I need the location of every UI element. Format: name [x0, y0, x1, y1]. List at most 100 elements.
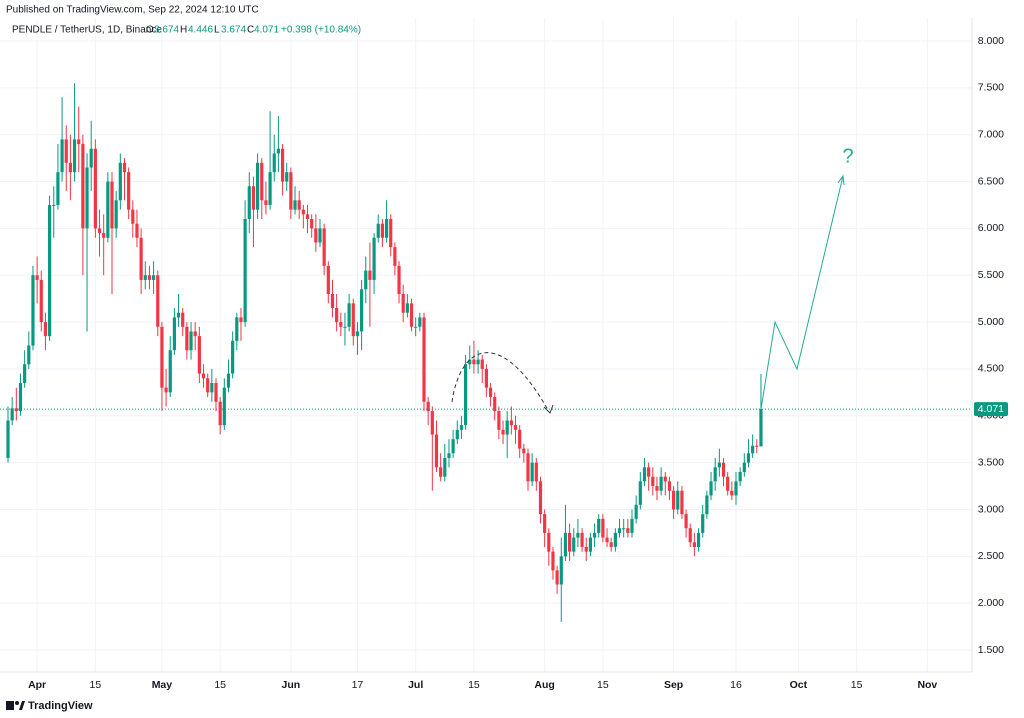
- candle-body: [568, 532, 572, 552]
- candle-body: [285, 172, 289, 182]
- candle-body: [56, 172, 60, 205]
- candle-body: [692, 542, 696, 547]
- candle-body: [351, 303, 355, 337]
- candle-body: [759, 409, 763, 447]
- grid: [0, 18, 972, 672]
- x-tick-label: 15: [214, 679, 226, 691]
- candle-body: [23, 364, 27, 383]
- candle-body: [106, 181, 110, 238]
- candle-body: [509, 420, 513, 426]
- candle-body: [530, 462, 534, 482]
- candle-body: [310, 219, 314, 229]
- candle-body: [247, 186, 251, 220]
- candle-body: [360, 289, 364, 332]
- candle-body: [705, 495, 709, 515]
- candle-body: [31, 275, 35, 346]
- ohlc-low: 3.674: [221, 25, 246, 36]
- candle-body: [193, 331, 197, 337]
- x-tick-label: 16: [730, 679, 742, 691]
- candle-body: [505, 420, 509, 435]
- y-tick-label: 5.000: [978, 316, 1004, 328]
- candle-body: [231, 340, 235, 374]
- candle-body: [268, 172, 272, 205]
- candle-body: [405, 303, 409, 313]
- candle-body: [563, 532, 568, 557]
- candle-body: [701, 514, 705, 533]
- candle-body: [164, 387, 168, 393]
- annotation: ?: [842, 145, 853, 167]
- candle-body: [280, 148, 285, 182]
- candle-body: [655, 486, 659, 491]
- candle-body: [543, 514, 547, 533]
- candle-body: [605, 537, 609, 543]
- last-price-box: [974, 402, 1008, 417]
- candle-body: [696, 532, 701, 547]
- candle-body: [226, 373, 231, 388]
- candle-body: [518, 429, 522, 449]
- candle-body: [330, 293, 335, 309]
- candle-body: [314, 228, 318, 243]
- candle-body: [272, 153, 276, 173]
- ohlc-high: 4.446: [188, 25, 213, 36]
- candle-body: [526, 453, 530, 482]
- candle-body: [97, 228, 102, 234]
- candle-body: [597, 518, 601, 533]
- y-tick-label: 5.500: [978, 269, 1004, 281]
- candle-body: [376, 223, 380, 238]
- y-tick-label: 8.000: [978, 35, 1004, 47]
- candle-body: [684, 514, 688, 529]
- candle-body: [81, 144, 85, 229]
- candle-body: [222, 387, 226, 426]
- candle-body: [384, 219, 389, 238]
- candle-body: [210, 382, 214, 393]
- candle-body: [738, 472, 742, 482]
- candle-body: [572, 537, 576, 552]
- candle-body: [27, 345, 31, 365]
- x-tick-label: May: [152, 679, 173, 691]
- candle-body: [297, 200, 301, 210]
- candle-body: [318, 228, 322, 243]
- candle-body: [322, 228, 326, 266]
- candle-body: [488, 387, 493, 398]
- candle-body: [10, 408, 14, 421]
- candle-body: [755, 445, 759, 447]
- x-tick-label: 15: [851, 679, 863, 691]
- y-tick-label: 7.000: [978, 128, 1004, 140]
- candle-body: [584, 546, 588, 552]
- candle-body: [501, 429, 505, 435]
- candle-body: [680, 490, 684, 515]
- candle-body: [110, 181, 114, 229]
- candle-body: [709, 481, 713, 496]
- candle-body: [634, 504, 638, 519]
- candle-body: [726, 476, 730, 491]
- projection-arrowhead: [837, 174, 845, 186]
- candle-body: [172, 317, 176, 351]
- projection-arc: [451, 352, 549, 411]
- candle-body: [651, 476, 655, 487]
- candle-body: [264, 200, 268, 205]
- candle-body: [746, 453, 751, 463]
- candle-body: [251, 186, 256, 210]
- y-tick-label: 2.500: [978, 550, 1004, 562]
- candle-body: [160, 326, 164, 388]
- candle-body: [667, 481, 672, 491]
- candle-body: [60, 139, 64, 173]
- y-tick-label: 3.500: [978, 456, 1004, 468]
- candle-body: [127, 172, 131, 210]
- candle-body: [426, 401, 430, 412]
- candle-body: [152, 275, 156, 280]
- last-price-label: 4.071: [978, 403, 1004, 415]
- candle-body: [459, 425, 464, 430]
- candle-body: [214, 382, 218, 402]
- candle-body: [659, 476, 663, 491]
- candle-body: [114, 200, 118, 229]
- candle-body: [326, 265, 330, 294]
- candle-body: [734, 481, 738, 496]
- candle-body: [613, 532, 617, 547]
- candle-body: [430, 411, 434, 435]
- candle-body: [559, 556, 563, 585]
- x-tick-label: 15: [597, 679, 609, 691]
- x-tick-label: Jun: [282, 679, 301, 691]
- candle-body: [372, 237, 376, 280]
